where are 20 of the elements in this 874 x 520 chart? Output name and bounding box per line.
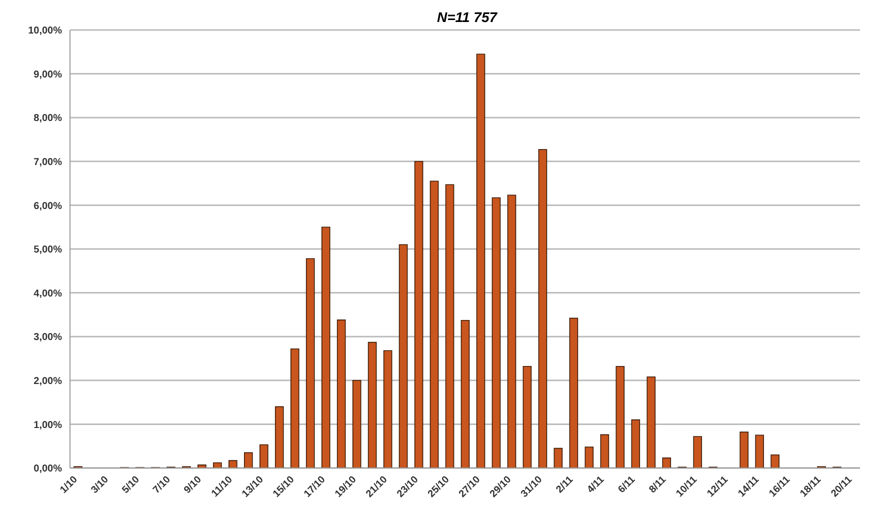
x-tick-label: 5/10 <box>120 474 142 496</box>
x-tick-label: 6/11 <box>616 474 638 496</box>
y-tick-label: 1,00% <box>34 420 62 431</box>
y-tick-label: 2,00% <box>34 376 62 387</box>
x-tick-label: 8/11 <box>647 474 669 496</box>
y-tick-label: 5,00% <box>34 244 62 256</box>
y-tick-label: 3,00% <box>34 332 62 344</box>
x-tick-label: 3/10 <box>89 474 112 496</box>
y-tick-label: 10,00% <box>28 26 62 37</box>
x-tick-label: 7/10 <box>151 474 174 496</box>
x-tick-label: 4/11 <box>585 474 607 496</box>
y-tick-label: 4,00% <box>34 288 62 300</box>
y-tick-label: 0,00% <box>34 464 62 475</box>
y-tick-label: 7,00% <box>34 156 62 168</box>
chart-title: N=11 757 <box>436 8 498 26</box>
y-tick-label: 6,00% <box>34 200 62 212</box>
x-tick-label: 2/11 <box>554 474 576 496</box>
y-tick-label: 8,00% <box>34 113 62 124</box>
y-tick-label: 9,00% <box>34 69 62 80</box>
x-tick-label: 9/10 <box>182 474 204 496</box>
